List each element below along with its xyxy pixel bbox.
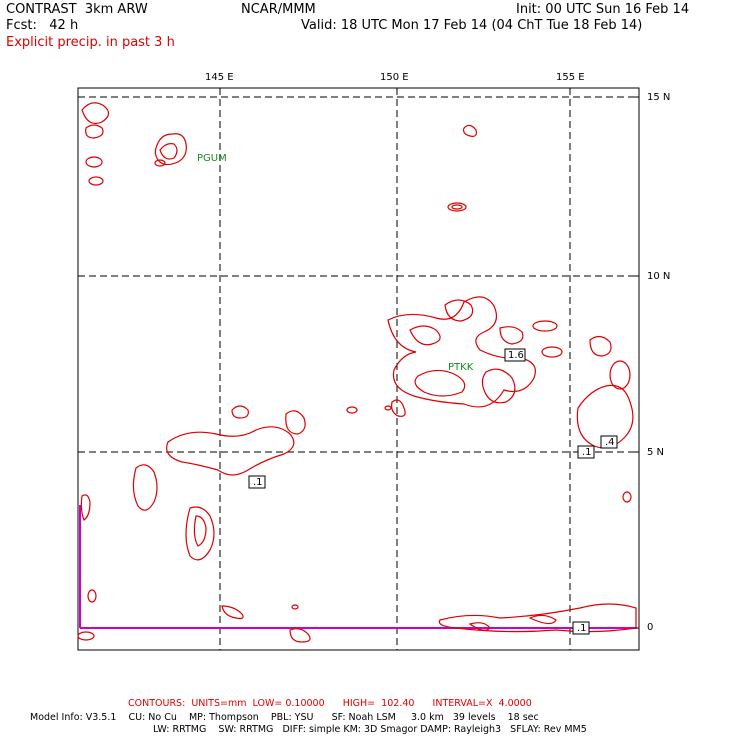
map-frame <box>77 87 640 651</box>
lon-label-155: 155 E <box>556 72 585 83</box>
graticule <box>78 88 639 650</box>
lon-label-150: 150 E <box>380 72 409 83</box>
station-pgum: PGUM <box>197 153 227 164</box>
lat-label-5n: 5 N <box>647 447 665 458</box>
model-info-line-2: LW: RRTMG SW: RRTMG DIFF: simple KM: 3D … <box>153 724 587 735</box>
model-info-line-1: Model Info: V3.5.1 CU: No Cu MP: Thompso… <box>30 712 539 723</box>
contour-label: .1 <box>577 623 587 634</box>
lat-label-15n: 15 N <box>647 92 671 103</box>
contour-label: .1 <box>582 447 592 458</box>
valid-time: Valid: 18 UTC Mon 17 Feb 14 (04 ChT Tue … <box>301 18 643 33</box>
contour-label: .4 <box>605 437 615 448</box>
init-time: Init: 00 UTC Sun 16 Feb 14 <box>516 2 690 17</box>
frame-ticks <box>219 88 639 629</box>
precip-contours <box>77 102 637 643</box>
field-title: Explicit precip. in past 3 h <box>6 35 175 50</box>
forecast-hour: Fcst: 42 h <box>6 18 79 33</box>
org-label: NCAR/MMM <box>241 2 316 17</box>
contour-label: 1.6 <box>508 350 524 361</box>
lat-label-10n: 10 N <box>647 271 671 282</box>
lat-label-0: 0 <box>647 622 654 633</box>
station-ptkk: PTKK <box>448 362 474 373</box>
model-title: CONTRAST 3km ARW <box>6 2 148 17</box>
lon-label-145: 145 E <box>205 72 234 83</box>
contour-label: .1 <box>253 477 263 488</box>
contour-info: CONTOURS: UNITS=mm LOW= 0.10000 HIGH= 10… <box>128 698 532 709</box>
